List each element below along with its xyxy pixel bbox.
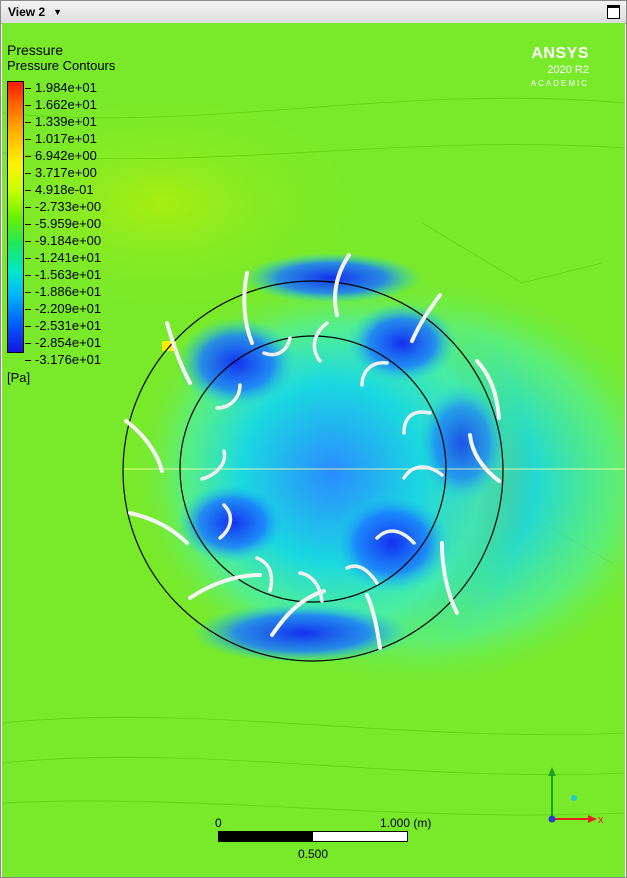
legend-tick (25, 88, 31, 89)
legend-value: 6.942e+00 (35, 148, 97, 163)
logo-name: ANSYS (531, 45, 589, 62)
outer-blade (333, 253, 351, 317)
inner-blade (402, 410, 432, 435)
ansys-logo: ANSYS 2020 R2 ACADEMIC (531, 45, 589, 88)
legend-value: -2.209e+01 (35, 301, 102, 316)
inner-blade (375, 529, 416, 545)
outer-blade (242, 271, 254, 345)
legend-tick (25, 275, 31, 276)
legend-tick (25, 156, 31, 157)
view-indicator-dot (571, 795, 577, 801)
low-pressure-pocket (417, 383, 507, 503)
inner-blade (345, 564, 379, 585)
outer-blade (365, 593, 382, 650)
outer-blade (188, 573, 262, 600)
scale-mid-label: 0.500 (298, 847, 329, 861)
view-title: View 2 (8, 5, 46, 19)
legend-value: -3.176e+01 (35, 352, 102, 367)
inner-blade (255, 556, 274, 593)
low-pressure-pocket (242, 253, 422, 303)
x-axis-label: x (598, 814, 604, 826)
axes-triad: x (548, 767, 604, 826)
legend-tick (25, 241, 31, 242)
low-pressure-pocket (192, 603, 412, 663)
legend-value: 4.918e-01 (35, 182, 94, 197)
legend-subtitle: Pressure Contours (7, 58, 116, 73)
x-axis-arrowhead (588, 815, 597, 823)
legend-tick (25, 343, 31, 344)
scale-end-label: 1.000 (m) (380, 816, 432, 830)
legend-title: Pressure (7, 42, 64, 58)
view-titlebar: View 2 ▼ (1, 1, 626, 24)
caret-down-icon[interactable]: ▼ (53, 7, 63, 17)
graphics-viewport[interactable]: Pressure Pressure Contours 1.984e+01 1.6… (2, 23, 625, 877)
inner-blade (360, 361, 389, 387)
legend-tick (25, 207, 31, 208)
legend-tick (25, 224, 31, 225)
legend-value: -2.531e+01 (35, 318, 102, 333)
legend-tick (25, 190, 31, 191)
inner-blades (200, 321, 444, 603)
outer-blade (128, 511, 189, 545)
legend-value: -2.733e+00 (35, 199, 102, 214)
legend-tick (25, 139, 31, 140)
low-pressure-pocket (332, 493, 452, 593)
inner-blade (262, 336, 292, 357)
legend-value: -1.886e+01 (35, 284, 102, 299)
inner-blade (402, 465, 444, 480)
inner-blade (200, 449, 227, 481)
legend-value: -2.854e+01 (35, 335, 102, 350)
legend-tick (25, 309, 31, 310)
scale-start-label: 0 (215, 816, 222, 830)
inner-blade (218, 503, 233, 540)
logo-edition: ACADEMIC (530, 79, 589, 88)
z-axis-dot (548, 815, 556, 823)
outer-blade (410, 293, 442, 343)
legend-tick (25, 122, 31, 123)
outer-blade (468, 433, 501, 483)
legend-value: -1.563e+01 (35, 267, 102, 282)
y-axis-arrowhead (548, 767, 556, 776)
scale-bar-fill (219, 832, 313, 841)
maximize-icon[interactable] (607, 5, 620, 19)
legend-tick (25, 173, 31, 174)
outer-blade (270, 589, 326, 637)
legend-value: 1.017e+01 (35, 131, 97, 146)
outer-rotor-boundary (122, 280, 504, 662)
legend-tick (25, 258, 31, 259)
inner-blade (215, 383, 242, 410)
legend-value: -9.184e+00 (35, 233, 102, 248)
legend-value: -5.959e+00 (35, 216, 102, 231)
legend-colorbar (7, 81, 24, 353)
outer-blade (440, 541, 459, 615)
legend-value: -1.241e+01 (35, 250, 102, 265)
high-pressure-patch (162, 341, 176, 351)
outer-blade (475, 359, 501, 420)
legend-value: 1.984e+01 (35, 80, 97, 95)
low-pressure-pocket (177, 318, 297, 408)
pressure-contour-plot (2, 23, 625, 877)
legend-tick (25, 105, 31, 106)
legend-tick (25, 360, 31, 361)
scale-bar (218, 831, 408, 842)
inner-rotor-boundary (179, 335, 447, 603)
legend-tick (25, 326, 31, 327)
low-pressure-pocket (347, 303, 457, 383)
outer-blade (124, 419, 164, 473)
legend-value: 1.662e+01 (35, 97, 97, 112)
outer-blade (165, 321, 192, 385)
legend-value: 1.339e+01 (35, 114, 97, 129)
outer-blades (124, 253, 501, 650)
legend-tick (25, 292, 31, 293)
low-pressure-pocket (177, 483, 287, 563)
inner-blade (312, 321, 329, 363)
inner-blade (298, 571, 324, 603)
logo-version: 2020 R2 (547, 64, 589, 76)
legend-value: 3.717e+00 (35, 165, 97, 180)
legend-unit: [Pa] (7, 370, 31, 385)
